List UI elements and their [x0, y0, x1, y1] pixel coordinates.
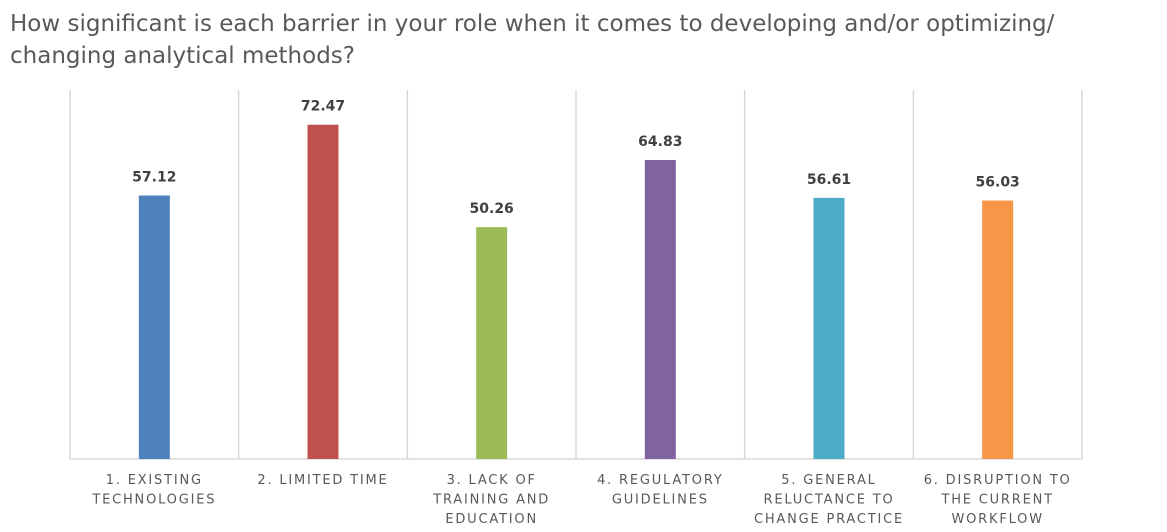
category-label: TRAINING AND — [432, 493, 550, 508]
data-label: 72.47 — [301, 99, 345, 115]
category-label: 3. LACK OF — [447, 473, 537, 488]
chart-title: How significant is each barrier in your … — [10, 11, 1055, 69]
category-label: 5. GENERAL — [781, 473, 876, 488]
data-label: 57.12 — [132, 170, 176, 186]
bar — [644, 159, 676, 459]
bar — [813, 197, 845, 460]
category-label: THE CURRENT — [940, 493, 1053, 508]
category-label: 4. REGULATORY — [597, 473, 724, 488]
category-label: GUIDELINES — [612, 493, 709, 508]
data-label: 50.26 — [470, 201, 514, 217]
bar — [138, 195, 170, 459]
category-label: 6. DISRUPTION TO — [924, 473, 1072, 488]
category-label: TECHNOLOGIES — [91, 493, 216, 508]
category-label: WORKFLOW — [951, 512, 1043, 527]
data-label: 56.03 — [976, 175, 1020, 191]
data-label: 64.83 — [638, 134, 682, 150]
category-label: 1. EXISTING — [106, 473, 203, 488]
data-label: 56.61 — [807, 172, 851, 188]
bar — [307, 124, 339, 460]
bar — [476, 227, 508, 459]
category-label: EDUCATION — [445, 512, 538, 527]
bar — [982, 200, 1014, 459]
category-label: RELUCTANCE TO — [764, 493, 895, 508]
category-label: CHANGE PRACTICE — [754, 512, 904, 527]
category-label: 2. LIMITED TIME — [257, 473, 388, 488]
